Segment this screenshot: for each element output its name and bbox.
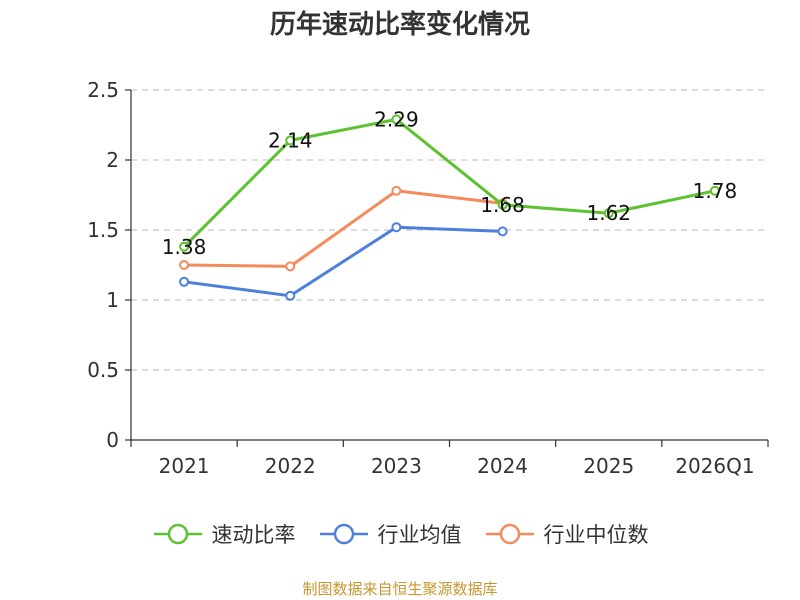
data-point: [391, 185, 402, 196]
x-tick-label: 2024: [477, 454, 528, 478]
y-tick-label: 1.5: [87, 218, 119, 242]
data-label: 1.78: [693, 179, 738, 203]
y-tick-label: 2.5: [87, 78, 119, 102]
legend-label: 速动比率: [211, 523, 296, 547]
data-point: [179, 241, 190, 252]
data-point: [285, 261, 296, 272]
x-tick-label: 2025: [583, 454, 634, 478]
legend-marker-icon: [153, 523, 202, 545]
data-label: 1.38: [162, 235, 207, 259]
series-line-2: [184, 189, 503, 268]
data-point: [497, 199, 508, 210]
legend-label: 行业均值: [377, 523, 462, 547]
data-point: [179, 260, 190, 270]
legend-item-quick-ratio[interactable]: 速动比率: [152, 519, 296, 549]
chart-legend: 速动比率 行业均值 行业中位数: [0, 519, 800, 549]
x-tick-label: 2022: [265, 454, 316, 478]
data-point: [603, 208, 614, 219]
y-tick-label: 2: [106, 148, 119, 172]
data-point: [391, 222, 402, 233]
data-label: 1.68: [480, 193, 525, 217]
series-line-0: [183, 117, 716, 248]
data-label: 1.62: [586, 201, 631, 225]
data-point: [497, 226, 508, 237]
data-point: [179, 276, 190, 287]
y-tick-label: 1: [106, 288, 119, 312]
y-tick-label: 0.5: [87, 358, 119, 382]
series-line-1: [183, 225, 503, 298]
x-tick-label: 2023: [371, 454, 422, 478]
legend-label: 行业中位数: [543, 523, 649, 547]
source-footer: 制图数据来自恒生聚源数据库: [302, 580, 498, 598]
data-point: [285, 135, 296, 146]
legend-marker-icon: [319, 523, 368, 545]
data-point: [391, 114, 402, 125]
x-tick-label: 2021: [159, 454, 210, 478]
chart-title: 历年速动比率变化情况: [269, 10, 530, 40]
data-label: 2.14: [268, 128, 313, 152]
legend-item-industry-mean[interactable]: 行业均值: [318, 519, 462, 549]
data-point: [709, 185, 720, 196]
y-tick-label: 0: [106, 428, 119, 452]
legend-item-industry-median[interactable]: 行业中位数: [484, 519, 649, 549]
x-tick-label: 2026Q1: [675, 454, 754, 478]
data-label: 2.29: [374, 107, 419, 131]
data-point: [285, 290, 296, 301]
legend-marker-icon: [485, 523, 534, 545]
